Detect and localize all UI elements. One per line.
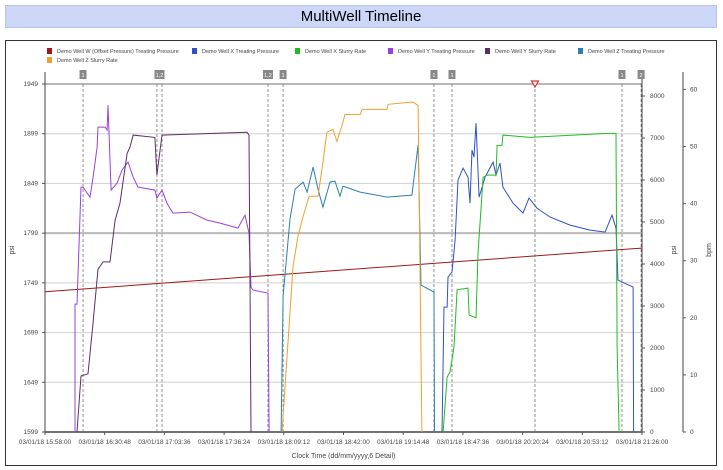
legend-label[interactable]: Demo Well X Treating Pressure: [202, 49, 279, 55]
legend-swatch[interactable]: [47, 57, 52, 63]
event-marker-badge[interactable]: [279, 70, 287, 79]
series-line-demo-well-z-slurry-rate[interactable]: [281, 101, 423, 433]
event-marker-label[interactable]: 1: [620, 73, 623, 79]
left-axis-tick-label: 1849: [24, 180, 39, 187]
chart-frame: [5, 40, 717, 466]
x-axis-tick-label: 03/01/18 15:58:00: [19, 439, 72, 446]
right-bpm-tick-label: 20: [690, 315, 698, 322]
legend-swatch[interactable]: [295, 48, 300, 54]
legend-swatch[interactable]: [485, 48, 490, 54]
right-psi-tick-label: 3000: [650, 303, 665, 310]
right-psi-tick-label: 5000: [650, 219, 665, 226]
event-marker-badge[interactable]: [154, 70, 165, 79]
event-triangle-icon[interactable]: [530, 80, 540, 89]
x-axis-tick-label: 03/01/18 20:53:12: [556, 439, 609, 446]
x-axis-title: Clock Time (dd/mm/yyyy,6 Detail): [292, 453, 396, 460]
right-bpm-tick-label: 60: [690, 86, 698, 93]
left-axis-tick-label: 1649: [24, 379, 39, 386]
legend-label[interactable]: Demo Well Z Slurry Rate: [57, 58, 118, 64]
right-psi-tick-label: 6000: [650, 177, 665, 184]
left-axis-tick-label: 1699: [24, 330, 39, 337]
right-bpm-tick-label: 40: [690, 201, 698, 208]
series-line-demo-well-y-slurry-rate[interactable]: [76, 131, 252, 433]
right-psi-tick-label: 0: [650, 429, 654, 436]
right-bpm-tick-label: 0: [690, 429, 694, 436]
event-marker-badge[interactable]: [448, 70, 456, 79]
event-marker-badge[interactable]: [79, 70, 87, 79]
legend-label[interactable]: Demo Well X Slurry Rate: [305, 49, 366, 55]
event-marker-badge[interactable]: [637, 70, 645, 79]
right-bpm-tick-label: 30: [690, 258, 698, 265]
x-axis-tick-label: 03/01/18 18:42:00: [317, 439, 370, 446]
x-axis-tick-label: 03/01/18 17:03:36: [138, 439, 191, 446]
left-axis-tick-label: 1799: [24, 230, 39, 237]
legend-swatch[interactable]: [192, 48, 197, 54]
left-axis-tick-label: 1749: [24, 280, 39, 287]
right-psi-tick-label: 1000: [650, 387, 665, 394]
x-axis-tick-label: 03/01/18 18:09:12: [258, 439, 311, 446]
legend-swatch[interactable]: [47, 48, 52, 54]
event-marker-label[interactable]: 1: [450, 73, 453, 79]
legend-swatch[interactable]: [578, 48, 583, 54]
x-axis-tick-label: 03/01/18 20:20:24: [496, 439, 549, 446]
series-line-demo-well-y-treating-pressure[interactable]: [74, 105, 270, 433]
legend-label[interactable]: Demo Well Y Treating Pressure: [398, 49, 475, 55]
left-axis-title: psi: [9, 245, 16, 254]
event-marker-badge[interactable]: [262, 70, 273, 79]
event-marker-label[interactable]: 1: [432, 73, 435, 79]
x-axis-tick-label: 03/01/18 17:36:24: [198, 439, 251, 446]
x-axis-tick-label: 03/01/18 19:14:48: [377, 439, 430, 446]
page-title: MultiWell Timeline: [5, 5, 717, 28]
right-bpm-axis-title: bpm: [706, 243, 713, 257]
right-psi-tick-label: 4000: [650, 261, 665, 268]
legend-label[interactable]: Demo Well Y Slurry Rate: [495, 49, 556, 55]
event-marker-label[interactable]: 1: [282, 73, 285, 79]
x-axis-tick-label: 03/01/18 21:26:00: [616, 439, 669, 446]
right-psi-axis-title: psi: [671, 245, 678, 254]
x-axis-tick-label: 03/01/18 16:30:48: [78, 439, 131, 446]
left-axis-tick-label: 1949: [24, 81, 39, 88]
left-axis-tick-label: 1599: [24, 429, 39, 436]
series-line-demo-well-w-offset-pressure-treating-pressure[interactable]: [44, 247, 643, 293]
right-bpm-tick-label: 10: [690, 372, 698, 379]
series-line-demo-well-z-treating-pressure[interactable]: [280, 145, 435, 433]
series-line-demo-well-x-slurry-rate[interactable]: [442, 132, 620, 433]
event-marker-label[interactable]: 2: [640, 73, 643, 79]
legend-swatch[interactable]: [388, 48, 393, 54]
left-axis-tick-label: 1899: [24, 131, 39, 138]
right-psi-tick-label: 7000: [650, 135, 665, 142]
right-bpm-tick-label: 50: [690, 144, 698, 151]
event-marker-label[interactable]: 1,2: [264, 73, 272, 79]
event-marker-badge[interactable]: [430, 70, 438, 79]
event-marker-badge[interactable]: [618, 70, 626, 79]
event-marker-label[interactable]: 1: [82, 73, 85, 79]
legend-label[interactable]: Demo Well W (Offset Pressure) Treating P…: [57, 49, 179, 55]
right-psi-tick-label: 8000: [650, 93, 665, 100]
x-axis-tick-label: 03/01/18 18:47:36: [437, 439, 490, 446]
legend-label[interactable]: Demo Well Z Treating Pressure: [588, 49, 665, 55]
event-marker-label[interactable]: 1,2: [156, 73, 164, 79]
right-psi-tick-label: 2000: [650, 345, 665, 352]
series-line-demo-well-x-treating-pressure[interactable]: [441, 123, 635, 433]
